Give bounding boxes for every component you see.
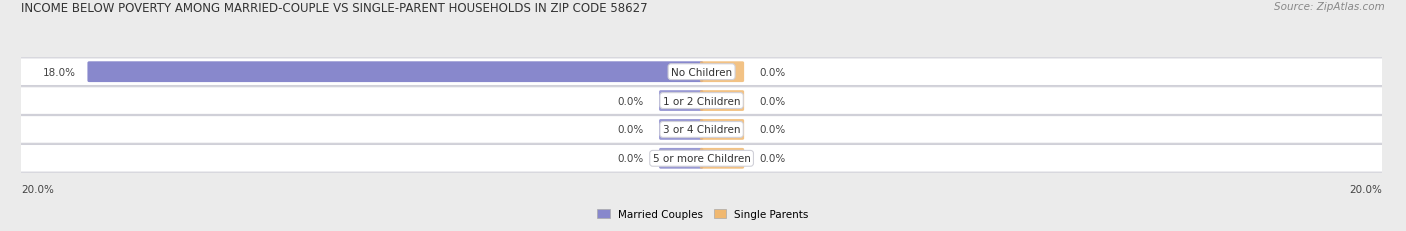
FancyBboxPatch shape — [700, 62, 744, 83]
Text: 0.0%: 0.0% — [617, 96, 644, 106]
FancyBboxPatch shape — [20, 145, 1384, 172]
Text: 20.0%: 20.0% — [1350, 184, 1382, 195]
Text: 0.0%: 0.0% — [759, 96, 786, 106]
Text: 5 or more Children: 5 or more Children — [652, 154, 751, 164]
FancyBboxPatch shape — [20, 59, 1384, 86]
Text: No Children: No Children — [671, 67, 733, 77]
Text: 20.0%: 20.0% — [21, 184, 53, 195]
FancyBboxPatch shape — [700, 119, 744, 140]
Text: 0.0%: 0.0% — [617, 125, 644, 135]
Text: 1 or 2 Children: 1 or 2 Children — [662, 96, 741, 106]
Text: Source: ZipAtlas.com: Source: ZipAtlas.com — [1274, 2, 1385, 12]
Text: 3 or 4 Children: 3 or 4 Children — [662, 125, 741, 135]
FancyBboxPatch shape — [659, 91, 703, 112]
FancyBboxPatch shape — [87, 62, 703, 83]
FancyBboxPatch shape — [700, 91, 744, 112]
FancyBboxPatch shape — [700, 148, 744, 169]
Text: 0.0%: 0.0% — [759, 125, 786, 135]
FancyBboxPatch shape — [659, 148, 703, 169]
Text: 18.0%: 18.0% — [42, 67, 76, 77]
Legend: Married Couples, Single Parents: Married Couples, Single Parents — [593, 205, 813, 224]
FancyBboxPatch shape — [20, 87, 1384, 115]
Text: INCOME BELOW POVERTY AMONG MARRIED-COUPLE VS SINGLE-PARENT HOUSEHOLDS IN ZIP COD: INCOME BELOW POVERTY AMONG MARRIED-COUPL… — [21, 2, 648, 15]
FancyBboxPatch shape — [20, 116, 1384, 144]
FancyBboxPatch shape — [659, 119, 703, 140]
Text: 0.0%: 0.0% — [617, 154, 644, 164]
Text: 0.0%: 0.0% — [759, 67, 786, 77]
Text: 0.0%: 0.0% — [759, 154, 786, 164]
